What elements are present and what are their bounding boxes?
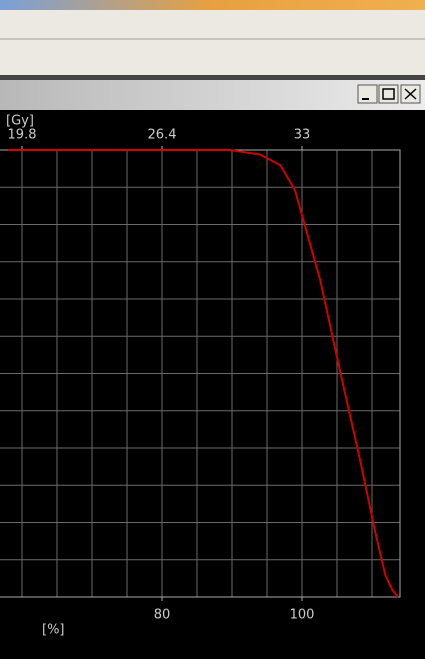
- x2-tick-label: 33: [294, 128, 311, 143]
- x2-tick-label: 26.4: [148, 128, 177, 143]
- maximize-button[interactable]: [378, 84, 399, 104]
- minimize-button[interactable]: [357, 84, 378, 104]
- window-buttons: [357, 84, 421, 104]
- line: [8, 149, 399, 598]
- app-strip: [0, 0, 425, 10]
- x-unit: [%]: [42, 623, 65, 638]
- x-tick-label: 100: [290, 608, 315, 623]
- maximize-icon: [382, 88, 395, 100]
- x-tick-label: 80: [154, 608, 171, 623]
- frame: [0, 75, 425, 80]
- toolbar: [0, 10, 425, 40]
- toolbar-2: [0, 40, 425, 75]
- x2-unit: [Gy]: [6, 114, 34, 129]
- x2-tick-label: 19.8: [8, 128, 37, 143]
- close-icon: [404, 88, 417, 100]
- title-bar: [0, 80, 425, 110]
